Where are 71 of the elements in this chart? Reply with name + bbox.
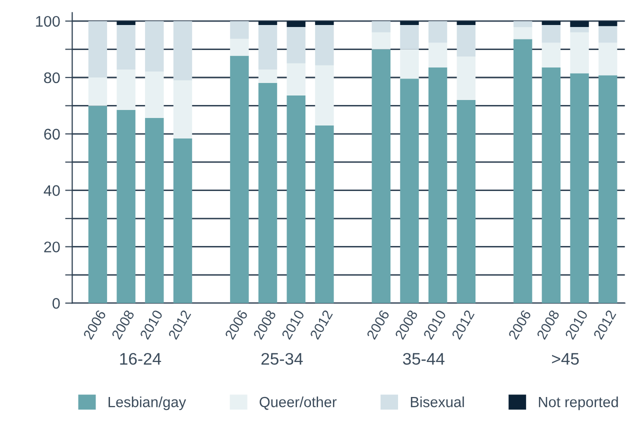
bar (173, 138, 192, 304)
bar (88, 77, 108, 106)
text: >45 (552, 353, 579, 365)
bar (145, 72, 164, 118)
bar (230, 38, 249, 56)
bar (598, 42, 618, 76)
bar (258, 25, 278, 70)
y-tick-label: 20 (44, 242, 60, 252)
bar (173, 80, 192, 138)
bar (400, 25, 419, 50)
bar (116, 110, 136, 304)
bar (315, 125, 334, 304)
bar (542, 25, 561, 43)
y-tick-label: 60 (44, 128, 60, 140)
bar (598, 26, 618, 43)
legend-label: Not reported (538, 396, 618, 410)
bar (456, 21, 476, 26)
bar (258, 82, 278, 304)
bar (400, 49, 419, 79)
legend-label: Queer/other (260, 396, 337, 410)
y-tick-label: 80 (44, 72, 60, 84)
bar (513, 21, 532, 28)
bar (456, 25, 476, 57)
bar (315, 21, 334, 26)
bar (542, 67, 561, 304)
bar (372, 49, 390, 304)
y-tick-label: 40 (44, 185, 60, 196)
bar (315, 25, 334, 66)
bar (513, 39, 532, 304)
bar (570, 73, 589, 304)
bar (598, 75, 618, 304)
bar (456, 100, 476, 304)
bar (286, 27, 306, 64)
bar (145, 118, 164, 304)
bar (88, 106, 108, 304)
legend-label: Bisexual (410, 396, 464, 408)
bar (145, 21, 164, 72)
bar (286, 63, 306, 96)
bar (230, 56, 249, 304)
bar (456, 56, 476, 100)
bar (286, 21, 306, 28)
bar (598, 21, 618, 26)
bar (542, 21, 561, 26)
bar (570, 27, 589, 32)
bar (428, 42, 448, 68)
bar (230, 21, 249, 39)
text: 35-44 (402, 352, 444, 365)
text: 16-24 (120, 352, 162, 365)
bar (116, 70, 136, 110)
bar (570, 32, 589, 74)
bar (173, 21, 192, 80)
bar (258, 21, 278, 26)
bar (400, 21, 419, 26)
text: 25-34 (261, 352, 303, 365)
y-tick-label: 0 (52, 298, 60, 309)
bar (258, 70, 278, 83)
bar (116, 25, 136, 70)
bar (513, 27, 532, 40)
bar (286, 96, 306, 304)
bar (400, 78, 419, 304)
bar (570, 21, 589, 28)
legend-label: Lesbian/gay (108, 396, 186, 410)
bar (428, 67, 448, 304)
bar (372, 32, 390, 50)
bar (428, 21, 448, 43)
bar (88, 21, 108, 78)
bar (542, 42, 561, 68)
bar (315, 65, 334, 126)
bar (372, 21, 390, 32)
y-tick-label: 100 (36, 16, 60, 27)
bar (116, 21, 136, 26)
